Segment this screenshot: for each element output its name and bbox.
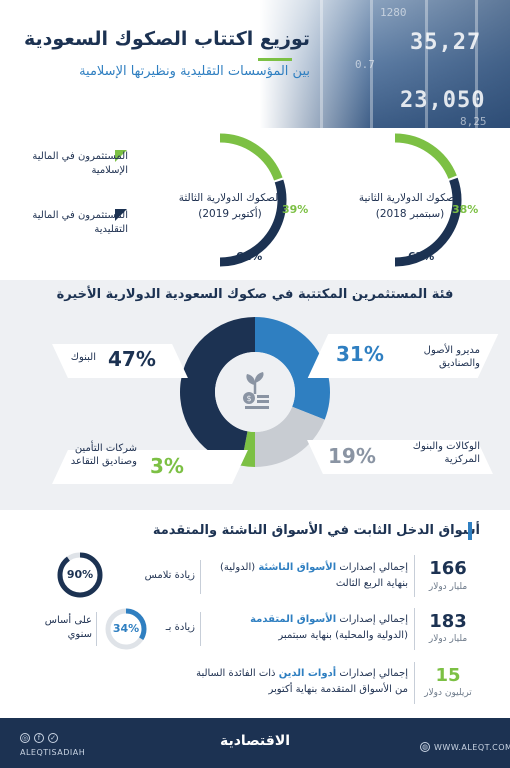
- insurance-pct: 3%: [150, 454, 184, 478]
- legend-conventional-label: المستثمرون في المالية التقليدية: [32, 210, 128, 235]
- row2-badge-note: على أساس سنوي: [44, 615, 92, 640]
- website-link[interactable]: WWW.ALEQT.COM: [434, 743, 510, 752]
- svg-text:$: $: [246, 394, 251, 403]
- row3-desc-suffix: ذات الفائدة السالبة: [196, 668, 279, 679]
- arc-islamic-2018: [394, 133, 457, 179]
- row2-badge-value: 34%: [112, 622, 140, 635]
- row2-badge-caption: زيادة بـ: [165, 622, 195, 633]
- row1-divider-left: [200, 560, 201, 594]
- arc-islamic-2019: [219, 133, 283, 181]
- row3-unit: تريليون دولار: [424, 688, 472, 698]
- row2-description: إجمالي إصدارات الأسواق المتقدمة (الدولية…: [200, 612, 408, 644]
- row2-number: 183: [429, 611, 467, 632]
- arc-2019: [219, 133, 287, 267]
- row3-number: 15: [435, 665, 461, 686]
- sukuk-2019-conventional-pct: 61%: [236, 250, 263, 263]
- row1-desc-highlight: الأسواق الناشئة: [258, 562, 337, 573]
- row1-badge-caption: زيادة تلامس: [144, 570, 195, 581]
- income-title: أسواق الدخل الثابت في الأسواق الناشئة وا…: [152, 523, 480, 538]
- asset-managers-label: مديرو الأصول والصناديق: [423, 345, 480, 369]
- page-title: توزيع اكتتاب الصكوك السعودية: [23, 28, 310, 50]
- brand-logo: الاقتصادية: [219, 733, 291, 749]
- legend-islamic-label: المستثمرون في المالية الإسلامية: [32, 151, 128, 176]
- globe-icon: ◍: [420, 742, 430, 752]
- row3-desc-prefix: إجمالي إصدارات: [336, 668, 408, 679]
- banks-pct: 47%: [108, 347, 156, 371]
- instagram-icon[interactable]: ◎: [20, 733, 30, 743]
- row1-badge-value: 90%: [66, 568, 94, 581]
- ticker-text: 0.7: [355, 58, 375, 71]
- sukuk-2019-label: الصكوك الدولارية الثالثة (أكتوبر 2019): [175, 190, 285, 222]
- insurance-label: شركات التأمين وصناديق التقاعد: [70, 443, 137, 467]
- donut-slice: [179, 317, 255, 466]
- title-accent: [258, 58, 292, 61]
- investors-title: فئة المستثمرين المكتتبة في صكوك السعودية…: [56, 287, 454, 302]
- sukuk-2018-name: الصكوك الدولارية الثانية: [358, 192, 462, 204]
- row1-progress-ring: [57, 552, 103, 598]
- banks-label: البنوك: [70, 352, 96, 363]
- donut-slice: [255, 317, 330, 420]
- arc-2018: [394, 133, 462, 267]
- arc-conventional-2018: [394, 177, 462, 267]
- sukuk-2019-date: (أكتوبر 2019): [198, 208, 262, 220]
- social-handle[interactable]: ALEQTISADIAH: [20, 748, 86, 757]
- sukuk-2018-conventional-pct: 62%: [408, 250, 435, 263]
- sukuk-2019-islamic-pct: 39%: [282, 203, 309, 216]
- row3-desc-line2: من الأسواق المتقدمة بنهاية أكتوبر: [268, 684, 408, 695]
- row1-unit: مليار دولار: [428, 582, 468, 592]
- row2-desc-highlight: الأسواق المتقدمة: [250, 614, 337, 625]
- money-plant-icon: $: [231, 367, 279, 415]
- ticker-text: 1280: [380, 6, 407, 19]
- sukuk-2019-name: الصكوك الدولارية الثالثة: [178, 192, 282, 204]
- row2-divider-note: [96, 612, 97, 646]
- arc-conventional-2019: [219, 179, 287, 267]
- central-banks-label: الوكالات والبنوك المركزية: [412, 441, 480, 465]
- row2-progress-ring: [105, 608, 147, 650]
- ticker-text: 8,25: [460, 115, 487, 128]
- central-banks-pct: 19%: [328, 444, 376, 468]
- row1-description: إجمالي إصدارات الأسواق الناشئة (الدولية)…: [200, 560, 408, 592]
- page-subtitle: بين المؤسسات التقليدية ونظيرتها الإسلامي…: [79, 64, 310, 79]
- ticker-text: 35,27: [410, 30, 482, 55]
- row3-desc-highlight: أدوات الدين: [278, 668, 337, 679]
- stock-ticker-photo: 1280 35,27 0.7 23,050 8,25: [260, 0, 510, 128]
- row1-number: 166: [429, 558, 467, 579]
- row3-description: إجمالي إصدارات أدوات الدين ذات الفائدة ا…: [150, 666, 408, 698]
- row1-desc-prefix: إجمالي إصدارات: [336, 562, 408, 573]
- row1-desc-suffix: (الدولية): [220, 562, 259, 573]
- legend-conventional-flag-icon: [115, 209, 127, 221]
- ticker-text: 23,050: [400, 88, 486, 113]
- asset-managers-pct: 31%: [336, 342, 384, 366]
- row2-divider-left: [200, 612, 201, 646]
- row2-divider: [414, 608, 415, 650]
- legend-islamic-flag-icon: [115, 150, 127, 162]
- row1-divider: [414, 555, 415, 597]
- sukuk-2018-label: الصكوك الدولارية الثانية (سبتمبر 2018): [355, 190, 465, 222]
- facebook-icon[interactable]: f: [34, 733, 44, 743]
- row2-desc-prefix: إجمالي إصدارات: [336, 614, 408, 625]
- income-title-accent: [468, 522, 472, 540]
- sukuk-2018-date: (سبتمبر 2018): [375, 208, 445, 220]
- row2-unit: مليار دولار: [428, 634, 468, 644]
- sukuk-arc-charts: [219, 133, 462, 267]
- row2-desc-line2: (الدولية والمحلية) بنهاية سبتمبر: [278, 630, 408, 641]
- twitter-icon[interactable]: ✓: [48, 733, 58, 743]
- donut-slice: [240, 431, 255, 467]
- row3-divider: [414, 662, 415, 704]
- sukuk-2018-islamic-pct: 38%: [452, 203, 479, 216]
- row1-desc-line2: بنهاية الربع الثالث: [335, 578, 408, 589]
- donut-slice: [255, 406, 325, 467]
